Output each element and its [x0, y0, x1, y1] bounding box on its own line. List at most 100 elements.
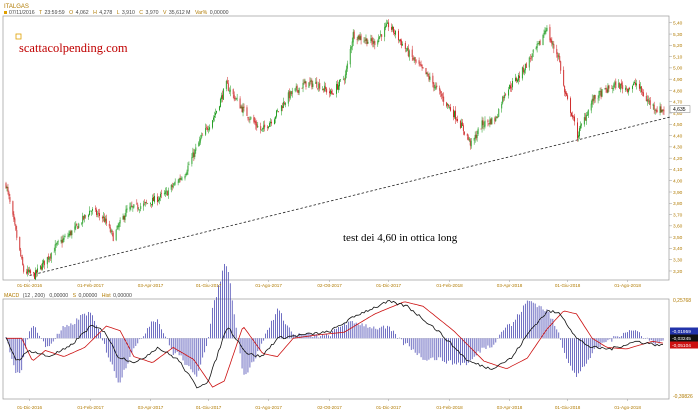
- candle-body: [216, 110, 217, 113]
- macd-hist-bar: [465, 338, 467, 366]
- macd-hist-bar: [43, 338, 44, 342]
- candle-body: [88, 215, 90, 217]
- macd-hist-bar: [393, 330, 394, 339]
- candle-body: [580, 124, 582, 126]
- macd-hist-bar: [214, 300, 215, 339]
- macd-hist-bar: [515, 319, 516, 339]
- candle-body: [411, 49, 413, 57]
- macd-hist-bar: [371, 328, 373, 339]
- last-price-tag: [669, 105, 691, 113]
- candle-body: [326, 88, 328, 93]
- candle-body: [291, 90, 293, 95]
- candle-body: [357, 35, 359, 40]
- macd-x-tick-label: 01-Ago-2017: [255, 405, 282, 410]
- price-x-tick-label: 01-Dic-2017: [376, 283, 401, 288]
- macd-hist-bar: [414, 338, 416, 353]
- macd-hist-bar: [54, 338, 56, 340]
- price-x-tick-label: 02-Ott-2017: [317, 283, 342, 288]
- macd-hist-bar: [102, 338, 103, 341]
- candle-body: [384, 27, 386, 37]
- candle-body: [248, 118, 250, 120]
- macd-hist-bar: [298, 333, 300, 339]
- price-x-tick-label: 01-Feb-2017: [77, 283, 104, 288]
- macd-hist-bar: [532, 302, 534, 339]
- macd-hist-bar: [320, 336, 322, 339]
- macd-hist-bar: [629, 330, 630, 339]
- ohlc-header: 07/11/2016 T 23:59:59 O 4,062 H 4,278 L …: [4, 10, 229, 16]
- candle-body: [336, 84, 337, 94]
- candle-body: [488, 123, 490, 124]
- macd-hist-bar: [381, 326, 383, 339]
- candle-body: [30, 270, 32, 274]
- support-trendline: [29, 116, 671, 276]
- candle-body: [645, 95, 647, 102]
- candle-body: [497, 116, 499, 118]
- macd-hist-bar: [503, 330, 505, 339]
- macd-hist-bar: [316, 334, 318, 339]
- macd-hist-bar: [430, 338, 432, 359]
- candle-body: [123, 215, 125, 220]
- candle-body: [560, 61, 562, 71]
- macd-hist-bar: [237, 338, 239, 339]
- macd-hist-bar: [442, 338, 444, 362]
- macd-hist-bar: [540, 306, 542, 339]
- macd-hist-bar: [633, 330, 634, 339]
- candle-body: [229, 89, 231, 92]
- y-tick-label: 5,20: [673, 43, 683, 49]
- candle-body: [102, 216, 104, 218]
- macd-hist-bar: [290, 331, 292, 339]
- macd-hist-bar: [204, 338, 206, 353]
- macd-hist-bar: [544, 311, 546, 339]
- macd-hist-bar: [163, 333, 164, 339]
- candle-body: [136, 203, 138, 205]
- candle-body: [56, 242, 58, 245]
- candle-body: [125, 209, 127, 217]
- candle-body: [206, 126, 208, 128]
- macd-hist-bar: [582, 338, 583, 368]
- candle-body: [311, 80, 313, 88]
- candle-body: [394, 32, 395, 34]
- macd-hist-bar: [601, 338, 603, 343]
- candle-body: [406, 47, 408, 51]
- candle-body: [433, 82, 435, 88]
- macd-hist-bar: [251, 338, 253, 363]
- candle-body: [594, 94, 596, 99]
- macd-hist-bar: [436, 338, 438, 361]
- candle-body: [280, 105, 282, 112]
- candle-body: [532, 49, 534, 53]
- macd-hist-bar: [184, 338, 186, 365]
- candle-body: [262, 127, 264, 130]
- macd-hist-bar: [403, 338, 404, 346]
- candle-body: [284, 102, 286, 105]
- macd-hist-bar: [416, 338, 418, 356]
- macd-hist-bar: [641, 336, 642, 339]
- candle-body: [47, 256, 49, 260]
- candle-body: [391, 27, 393, 30]
- macd-hist-bar: [153, 321, 154, 339]
- candle-body: [356, 39, 358, 40]
- macd-hist-bar: [568, 338, 569, 364]
- macd-hist-bar: [353, 323, 355, 339]
- candle-body: [374, 41, 376, 46]
- candle-body: [209, 127, 211, 130]
- macd-value-tag-label: -0,05104: [672, 343, 691, 349]
- macd-hist-bar: [74, 323, 76, 339]
- candle-body: [15, 224, 17, 230]
- candle-body: [117, 226, 119, 228]
- macd-hist-bar: [536, 307, 538, 339]
- candle-body: [28, 269, 30, 272]
- macd-hist-bar: [310, 334, 312, 339]
- macd-value-tag: [670, 341, 698, 349]
- ohlc-open: 4,062: [76, 10, 89, 16]
- macd-hist-bar: [312, 337, 314, 339]
- candle-body: [614, 82, 616, 85]
- candle-body: [576, 122, 578, 139]
- candle-body: [12, 201, 14, 215]
- candle-body: [42, 260, 44, 264]
- macd-hist-bar: [92, 315, 93, 339]
- macd-hist-bar: [168, 338, 170, 346]
- candle-body: [236, 98, 238, 100]
- candle-body: [387, 22, 389, 24]
- candle-body: [333, 94, 334, 95]
- candle-body: [598, 91, 600, 98]
